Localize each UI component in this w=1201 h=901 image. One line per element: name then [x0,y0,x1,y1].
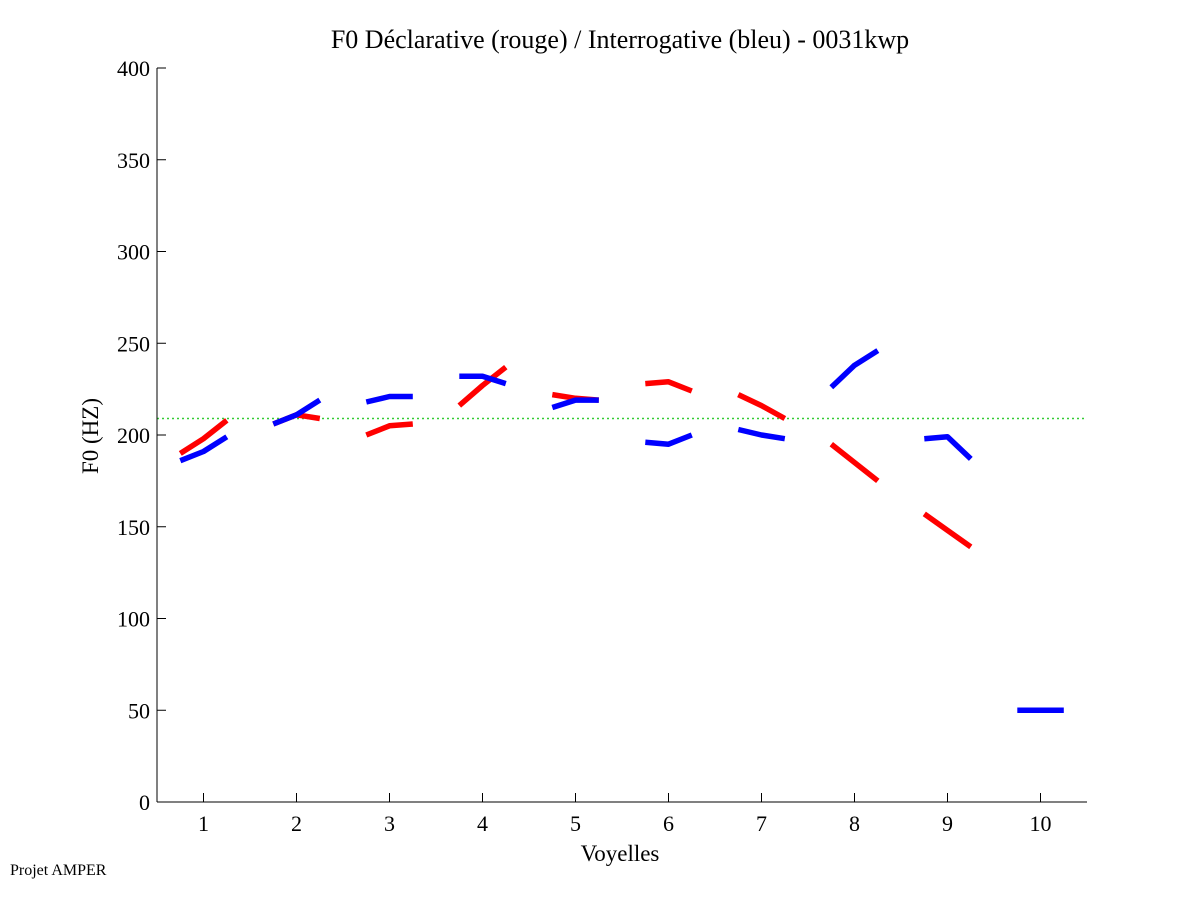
axis-layer: 0 50 100 150 200 250 300 350 400 1 2 3 4 5 6 7 8 9 10 [117,56,1087,836]
series-segment [459,373,507,387]
series-segment [178,418,229,456]
series-segment [272,397,322,427]
series-segment [922,511,973,550]
y-tick-label: 0 [139,790,150,815]
y-tick-label: 100 [117,607,150,632]
x-axis-label: Voyelles [581,841,660,866]
x-tick-label: 6 [663,811,674,836]
series-segment [737,392,787,421]
series-segment [551,397,599,411]
x-tick-label: 10 [1030,811,1052,836]
series-segment [829,442,880,484]
x-tick-label: 7 [756,811,767,836]
series-segment [645,432,693,447]
y-tick-label: 350 [117,148,150,173]
series-segment [365,393,413,405]
x-tick-label: 9 [942,811,953,836]
series-interrogative [179,348,1064,714]
series-segment [737,426,786,442]
y-tick-label: 250 [117,331,150,356]
series-segment [829,348,880,390]
series-layer [178,348,1064,714]
series-dclarative [178,364,973,550]
y-tick-label: 50 [128,698,150,723]
series-segment [645,379,693,394]
x-tick-label: 2 [291,811,302,836]
credit-text: Projet AMPER [10,862,107,879]
y-tick-label: 150 [117,515,150,540]
y-tick-label: 300 [117,240,150,265]
chart-title: F0 Déclarative (rouge) / Interrogative (… [331,25,909,54]
series-segment [457,364,508,408]
x-tick-label: 8 [849,811,860,836]
x-tick-label: 5 [570,811,581,836]
series-segment [179,434,229,464]
x-tick-label: 1 [198,811,209,836]
series-segment [924,434,973,461]
series-segment [365,421,414,438]
x-tick-label: 3 [384,811,395,836]
x-tick-label: 4 [477,811,488,836]
y-tick-label: 200 [117,423,150,448]
y-tick-label: 400 [117,56,150,81]
y-axis-label: F0 (HZ) [78,398,103,474]
